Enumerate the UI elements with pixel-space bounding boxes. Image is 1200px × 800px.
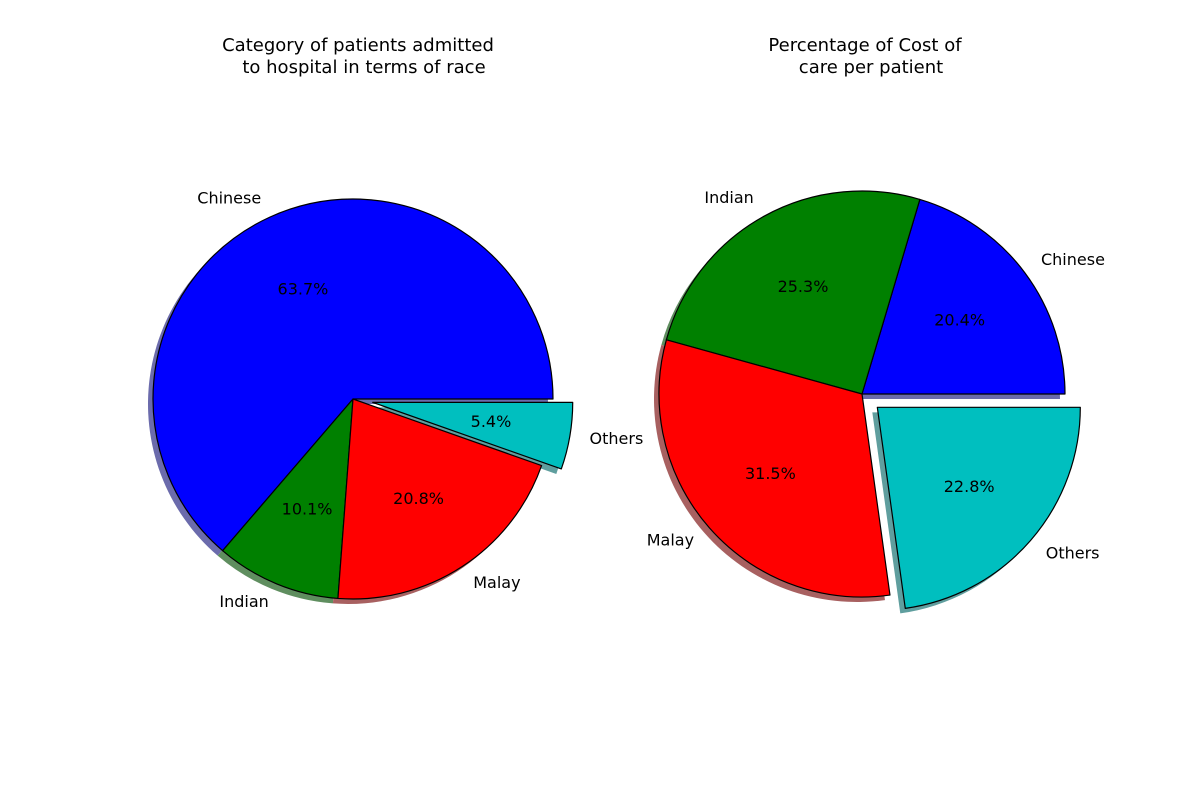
slice-percentage-label: 20.8%	[393, 489, 444, 508]
pie-slice-indian	[665, 190, 921, 395]
pie-slice-chinese	[861, 198, 1066, 395]
pie-chart-cost: Percentage of Cost of care per patient C…	[647, 35, 1105, 614]
slice-category-label: Malay	[647, 531, 694, 550]
slice-category-label: Others	[1046, 543, 1100, 562]
slice-category-label: Malay	[473, 573, 520, 592]
chart-title-line-1: Percentage of Cost of	[768, 35, 962, 56]
slice-percentage-label: 20.4%	[934, 311, 985, 330]
slice-category-label: Indian	[219, 592, 268, 611]
pie-slice-malay	[658, 339, 891, 598]
pie-slices	[658, 190, 1081, 609]
slice-percentage-label: 22.8%	[944, 477, 995, 496]
slice-percentage-label: 5.4%	[471, 412, 512, 431]
chart-title-line-2: care per patient	[799, 57, 943, 78]
pie-slices	[152, 198, 574, 600]
slice-category-label: Others	[590, 429, 644, 448]
slice-percentage-label: 10.1%	[282, 499, 333, 518]
slice-percentage-label: 31.5%	[745, 464, 796, 483]
slice-percentage-label: 25.3%	[778, 277, 829, 296]
slice-category-label: Chinese	[197, 189, 261, 208]
pie-chart-race: Category of patients admitted to hospita…	[148, 35, 643, 611]
slice-category-label: Chinese	[1041, 250, 1105, 269]
pie-slice-chinese	[152, 198, 554, 552]
pie-slice-others	[372, 401, 574, 470]
slice-category-label: Indian	[704, 188, 753, 207]
slice-percentage-label: 63.7%	[278, 279, 329, 298]
chart-title-line-2: to hospital in terms of race	[242, 57, 485, 78]
pie-slice-indian	[222, 398, 354, 600]
pie-slice-others	[876, 406, 1081, 609]
pie-slice-malay	[337, 398, 543, 600]
chart-title-line-1: Category of patients admitted	[222, 35, 494, 56]
